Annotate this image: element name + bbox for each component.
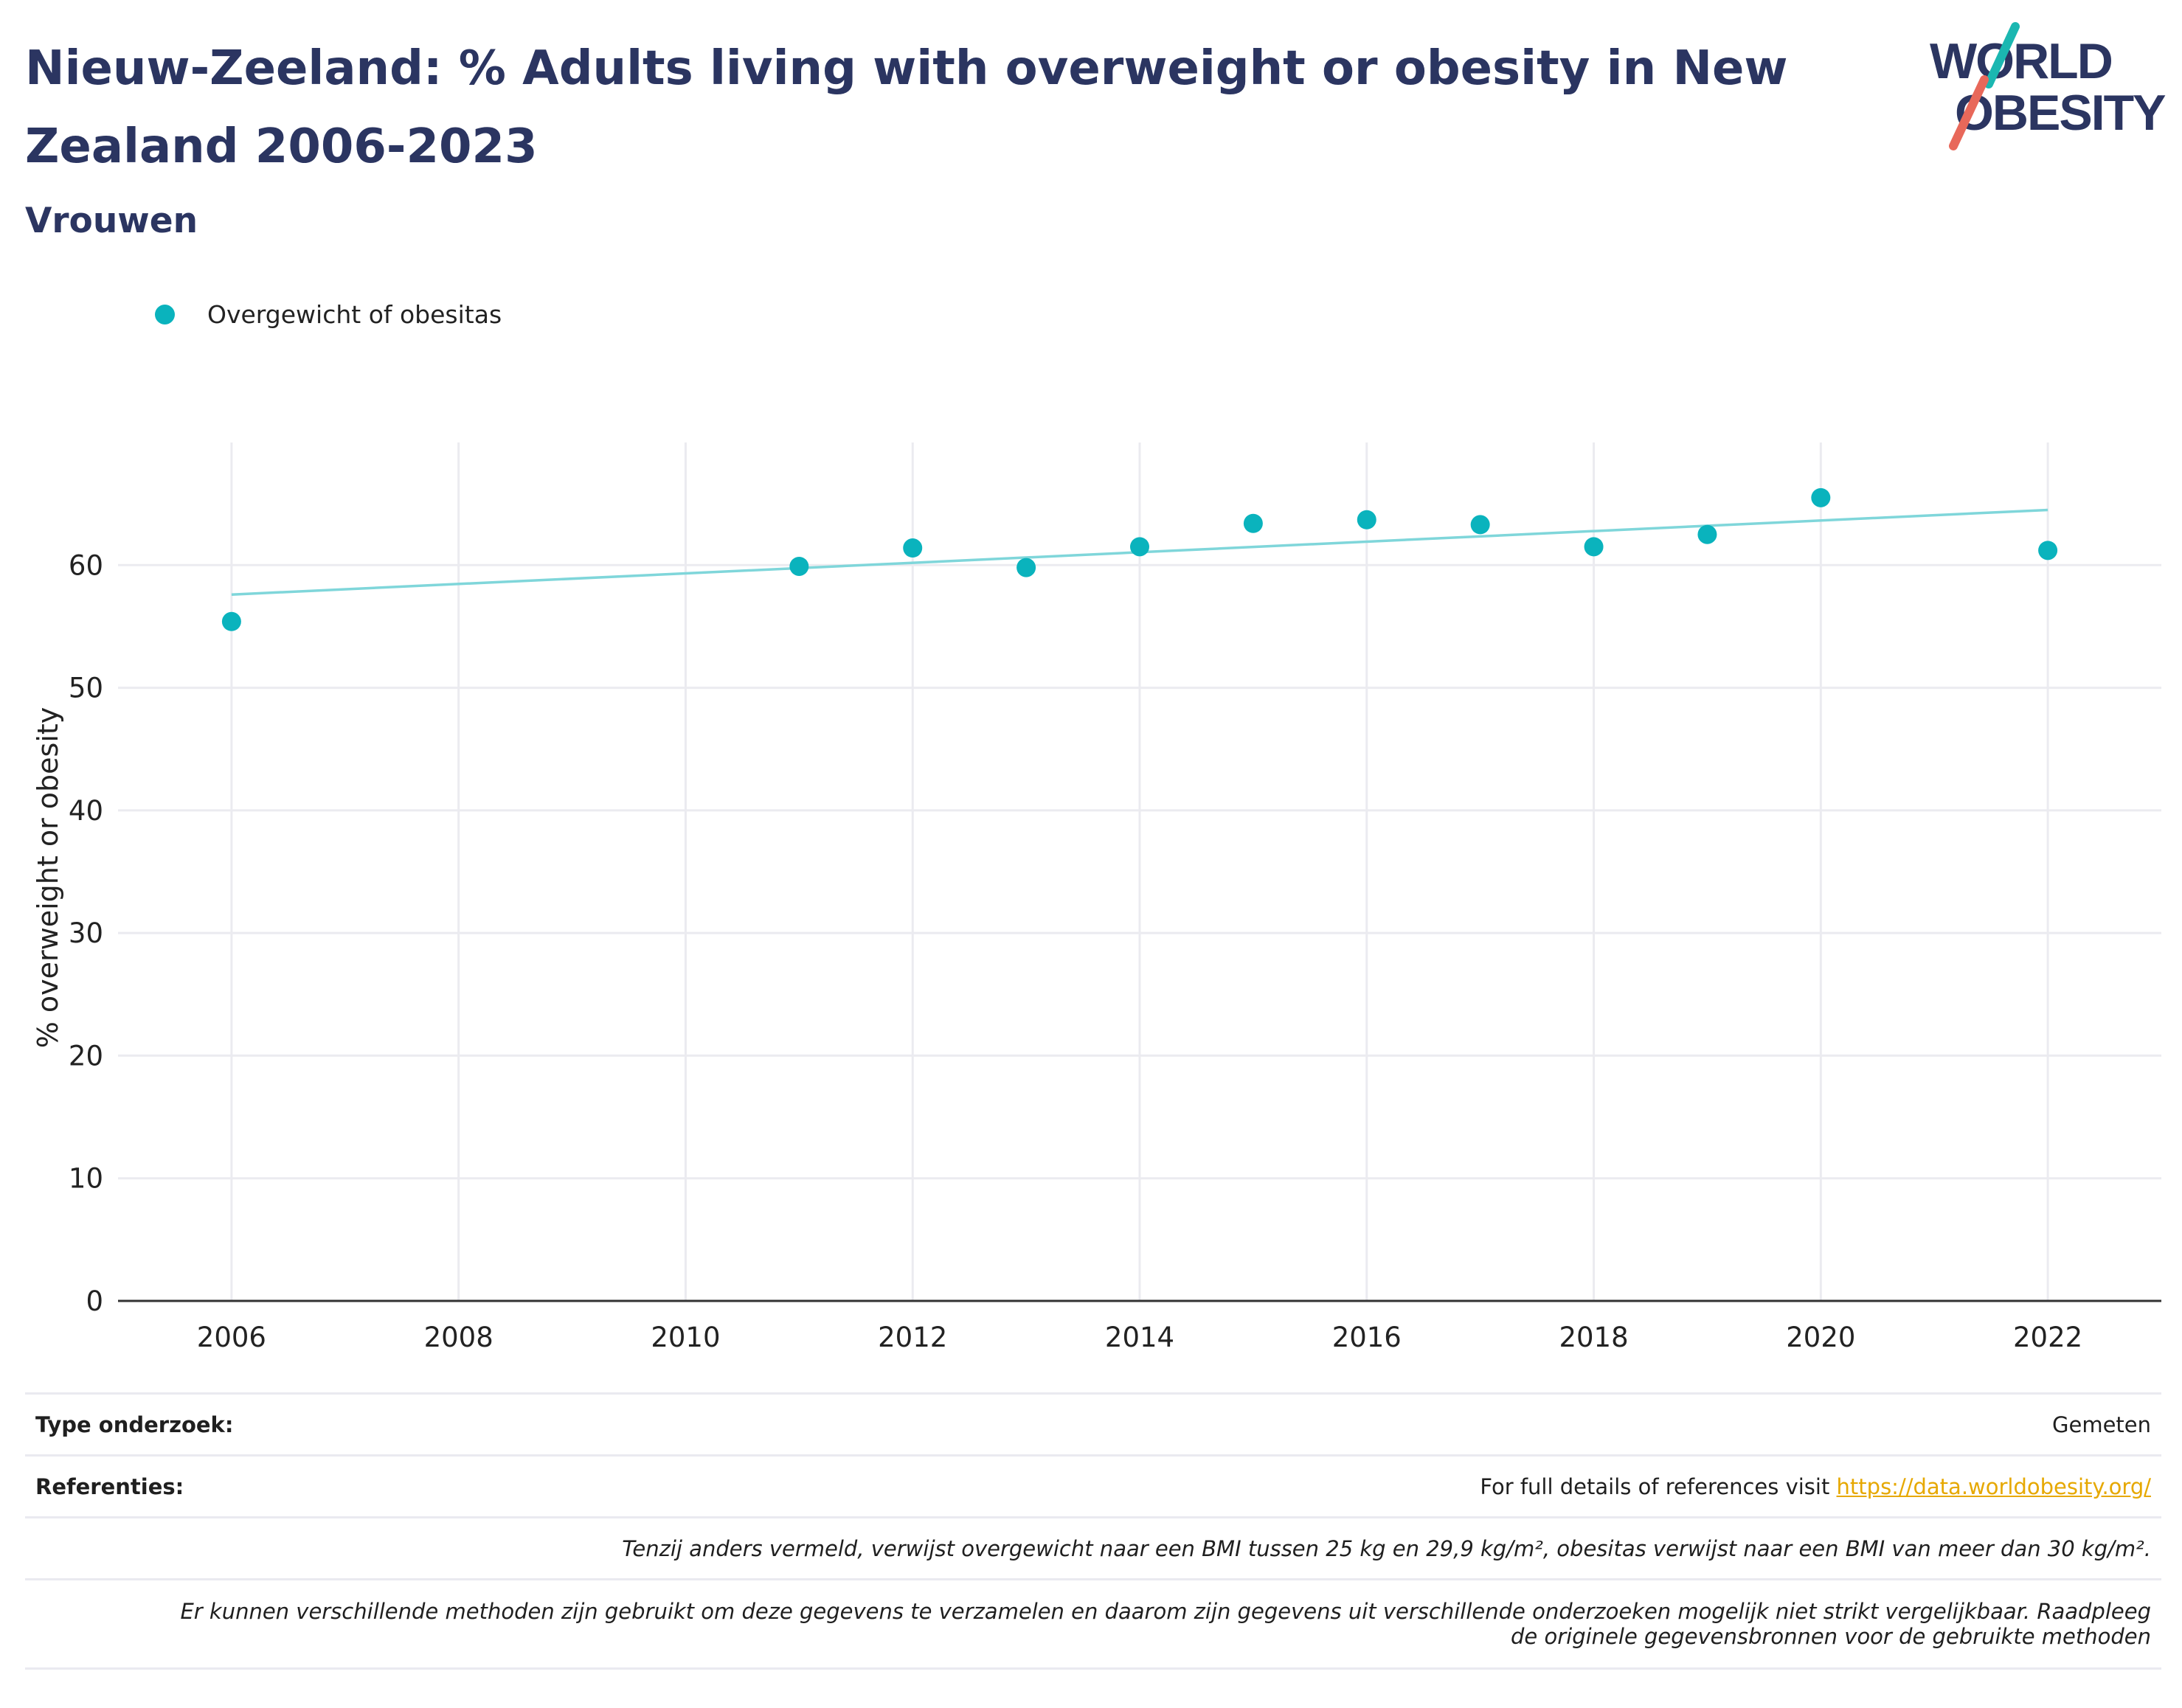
x-tick-label-2014: 2014 <box>1105 1322 1174 1353</box>
y-tick-label-20: 20 <box>69 1040 103 1072</box>
data-point-2011 <box>789 556 809 576</box>
references-link[interactable]: https://data.worldobesity.org/ <box>1836 1473 2151 1499</box>
type-label: Type onderzoek: <box>35 1412 234 1437</box>
bmi-note: Tenzij anders vermeld, verwijst overgewi… <box>622 1535 2151 1561</box>
data-point-2012 <box>903 538 923 558</box>
y-tick-label-0: 0 <box>86 1285 103 1317</box>
legend-marker <box>155 304 175 324</box>
scatter-chart: 2006 2008 2010 2012 2014 2016 2018 2020 2022 0 10 2… <box>32 442 2161 1353</box>
y-tick-label-60: 60 <box>69 549 103 581</box>
logo-word-world: WORLD <box>1930 33 2112 89</box>
data-point-2013 <box>1016 558 1036 577</box>
data-point-2006 <box>221 611 241 631</box>
x-tick-label-2008: 2008 <box>424 1322 493 1353</box>
methods-note-line2: de originele gegevensbronnen voor de geb… <box>1511 1624 2151 1649</box>
y-tick-label-30: 30 <box>69 917 103 949</box>
x-tick-label-2020: 2020 <box>1786 1322 1855 1353</box>
y-axis-label: % overweight or obesity <box>32 707 64 1049</box>
data-point-2016 <box>1357 510 1376 530</box>
logo-slash-teal <box>1984 22 2020 88</box>
type-value: Gemeten <box>2052 1412 2151 1437</box>
references-label: Referenties: <box>35 1473 184 1499</box>
data-point-2018 <box>1584 537 1604 557</box>
chart-subtitle: Vrouwen <box>25 201 198 241</box>
x-tick-label-2022: 2022 <box>2013 1322 2082 1353</box>
legend[interactable]: Overgewicht of obesitas <box>155 298 502 330</box>
x-tick-label-2010: 2010 <box>651 1322 720 1353</box>
gridlines <box>118 442 2161 1301</box>
data-point-2014 <box>1130 537 1149 557</box>
x-tick-label-2018: 2018 <box>1559 1322 1628 1353</box>
axes: 2006 2008 2010 2012 2014 2016 2018 2020 2022 0 10 2… <box>69 549 2161 1353</box>
references-text: For full details of references visit <box>1480 1473 1830 1499</box>
y-tick-label-40: 40 <box>69 795 103 827</box>
data-point-2019 <box>1697 524 1717 544</box>
chart-title: Nieuw-Zeeland: % Adults living with over… <box>25 41 1788 174</box>
x-tick-label-2012: 2012 <box>878 1322 947 1353</box>
footer-table: Type onderzoek: Gemeten Referenties: For… <box>25 1392 2161 1670</box>
methods-note-line1: Er kunnen verschillende methoden zijn ge… <box>180 1599 2151 1624</box>
y-tick-label-50: 50 <box>69 673 103 704</box>
data-point-2022 <box>2038 541 2058 560</box>
footer-row-references: Referenties: For full details of referen… <box>25 1454 2161 1516</box>
data-points <box>221 487 2058 631</box>
logo-slash-coral <box>1949 75 1989 150</box>
footer-row-note2: Er kunnen verschillende methoden zijn ge… <box>25 1578 2161 1670</box>
y-tick-label-10: 10 <box>69 1163 103 1195</box>
data-point-2015 <box>1243 513 1263 533</box>
data-point-2017 <box>1470 515 1490 535</box>
data-point-2020 <box>1811 487 1831 507</box>
logo-word-obesity: OBESITY <box>1955 85 2166 141</box>
footer-row-type: Type onderzoek: Gemeten <box>25 1392 2161 1454</box>
world-obesity-logo: WORLD OBESITY <box>1930 22 2167 150</box>
legend-label: Overgewicht of obesitas <box>207 299 502 329</box>
references-value: For full details of references visit htt… <box>1480 1474 2151 1499</box>
x-tick-label-2006: 2006 <box>197 1322 266 1353</box>
footer-row-note1: Tenzij anders vermeld, verwijst overgewi… <box>25 1516 2161 1578</box>
x-tick-label-2016: 2016 <box>1332 1322 1402 1353</box>
